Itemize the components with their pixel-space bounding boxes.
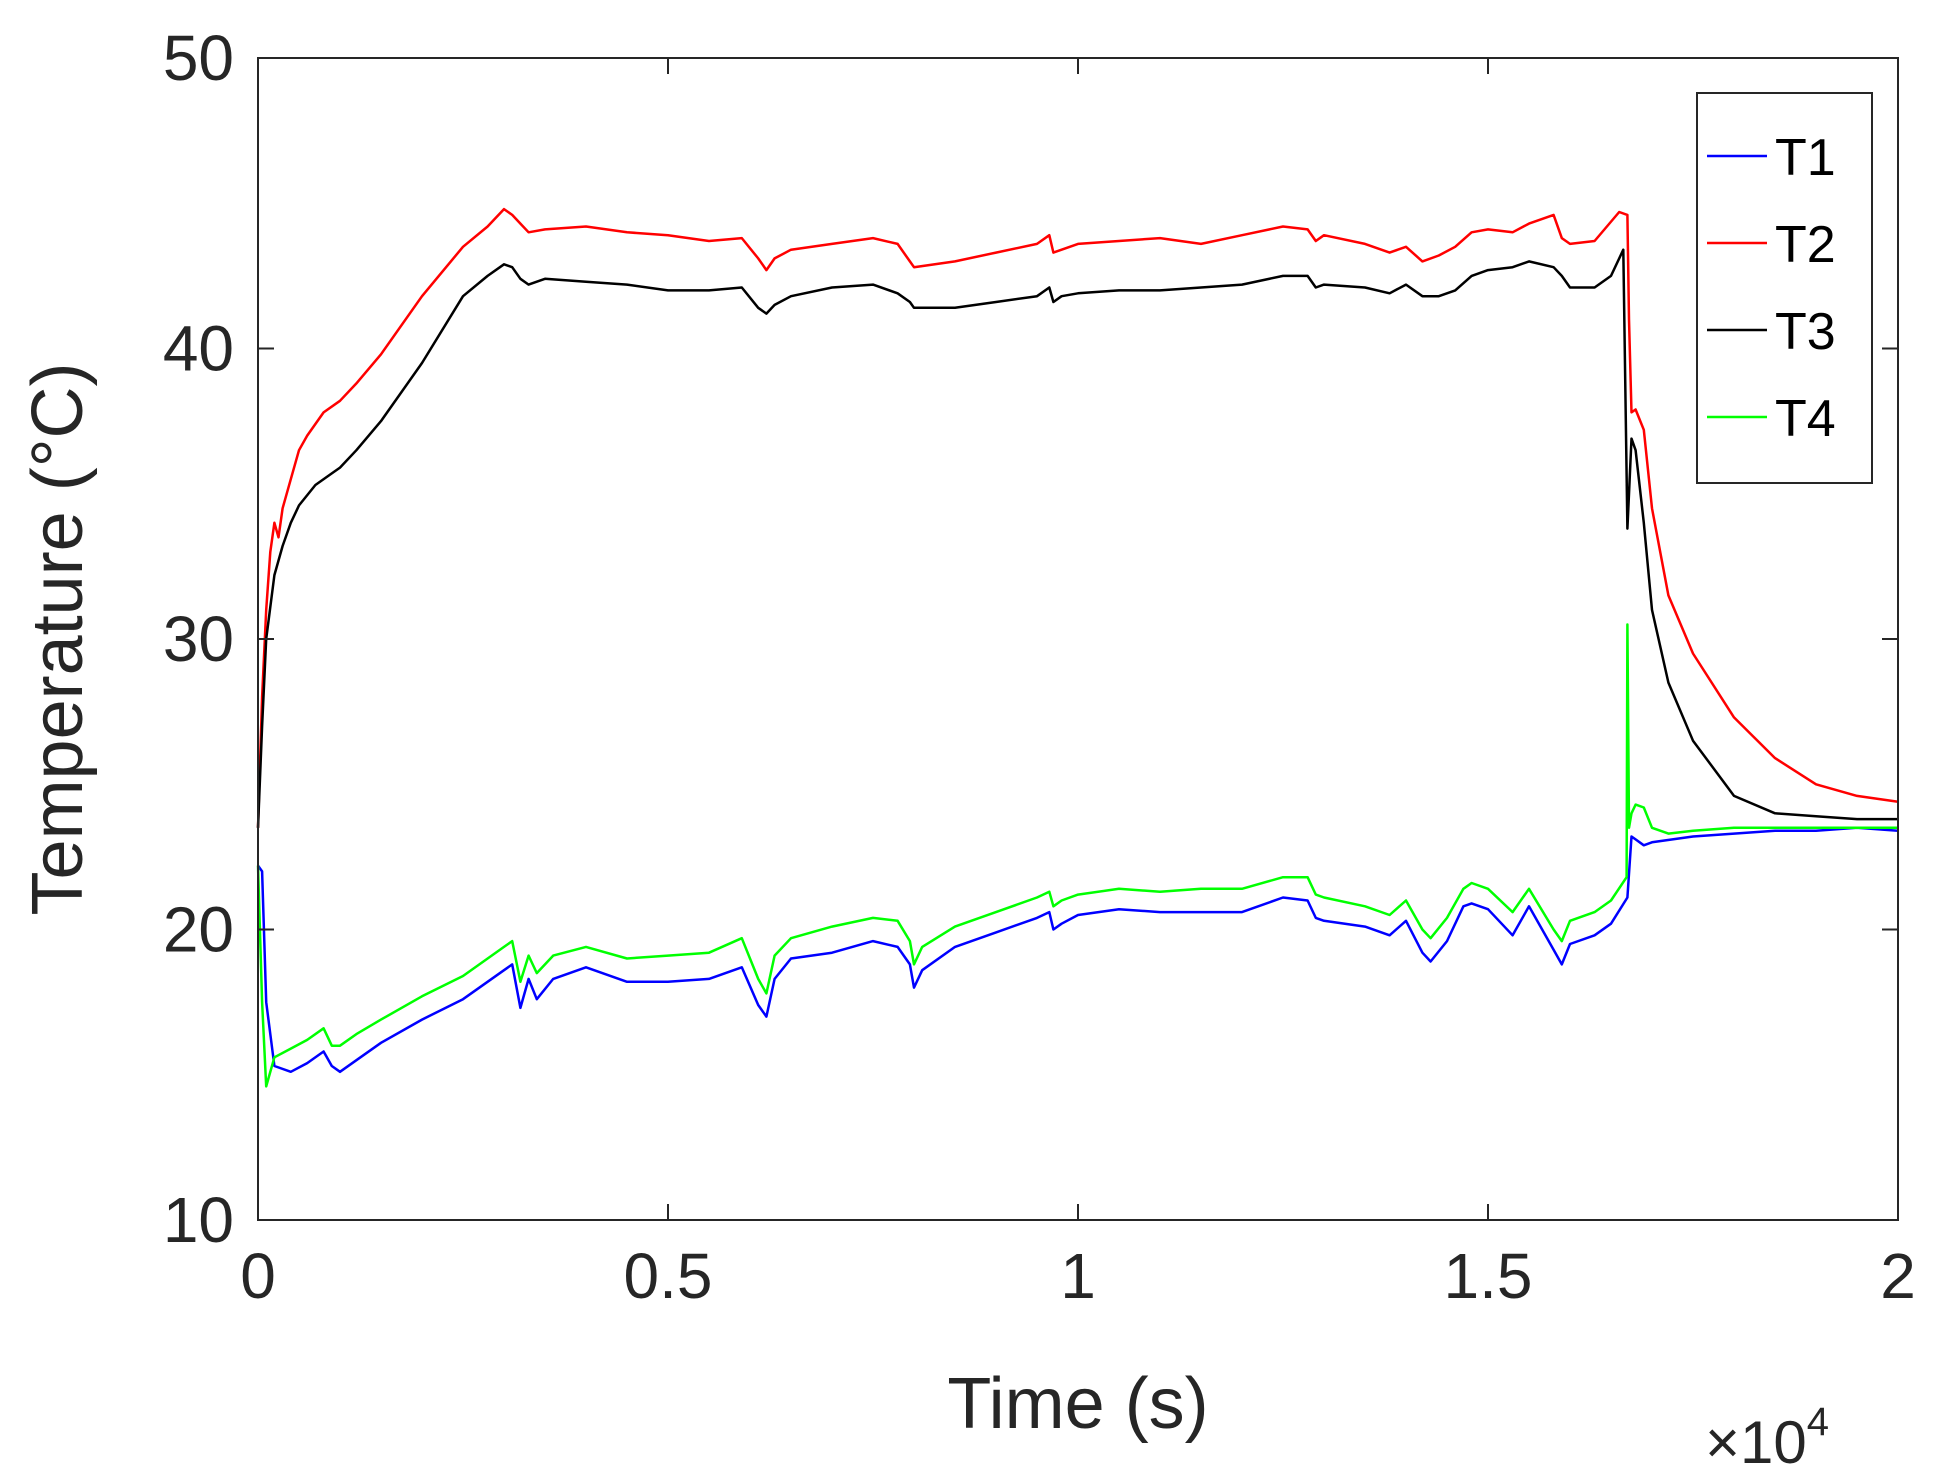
y-tick-label: 30	[163, 603, 234, 675]
tick-layer: 0 0.5 1 1.5 2 10 20 30 40 50	[163, 22, 1916, 1312]
x-tick-label: 0	[240, 1240, 276, 1312]
series-line-t4	[256, 623, 1898, 1088]
x-tick-label: 0.5	[624, 1240, 713, 1312]
legend: T1 T2 T3 T4	[1696, 92, 1873, 484]
legend-label-t3: T3	[1775, 303, 1836, 361]
x-tick-label: 1	[1060, 1240, 1096, 1312]
x-tick-label: 1.5	[1444, 1240, 1533, 1312]
series-layer	[256, 207, 1899, 1088]
x-axis-multiplier-exponent: 4	[1807, 1400, 1829, 1444]
y-axis-label: Temperature (°C)	[18, 363, 98, 916]
series-line-t3	[256, 248, 1898, 828]
y-tick-label: 10	[163, 1184, 234, 1256]
series-line-t1	[256, 826, 1899, 1074]
series-line-t2	[256, 207, 1899, 828]
x-axis-label: Time (s)	[947, 1364, 1208, 1444]
y-tick-label: 20	[163, 894, 234, 966]
x-tick-label: 2	[1880, 1240, 1916, 1312]
legend-label-t2: T2	[1775, 216, 1836, 274]
x-axis-multiplier: ×104	[1705, 1400, 1829, 1476]
y-tick-label: 40	[163, 313, 234, 385]
x-axis-multiplier-base: ×10	[1705, 1409, 1807, 1476]
legend-label-t4: T4	[1775, 390, 1836, 448]
y-tick-label: 50	[163, 22, 234, 94]
plot-area: 0 0.5 1 1.5 2 10 20 30 40 50	[163, 22, 1916, 1312]
legend-label-t1: T1	[1775, 129, 1836, 187]
